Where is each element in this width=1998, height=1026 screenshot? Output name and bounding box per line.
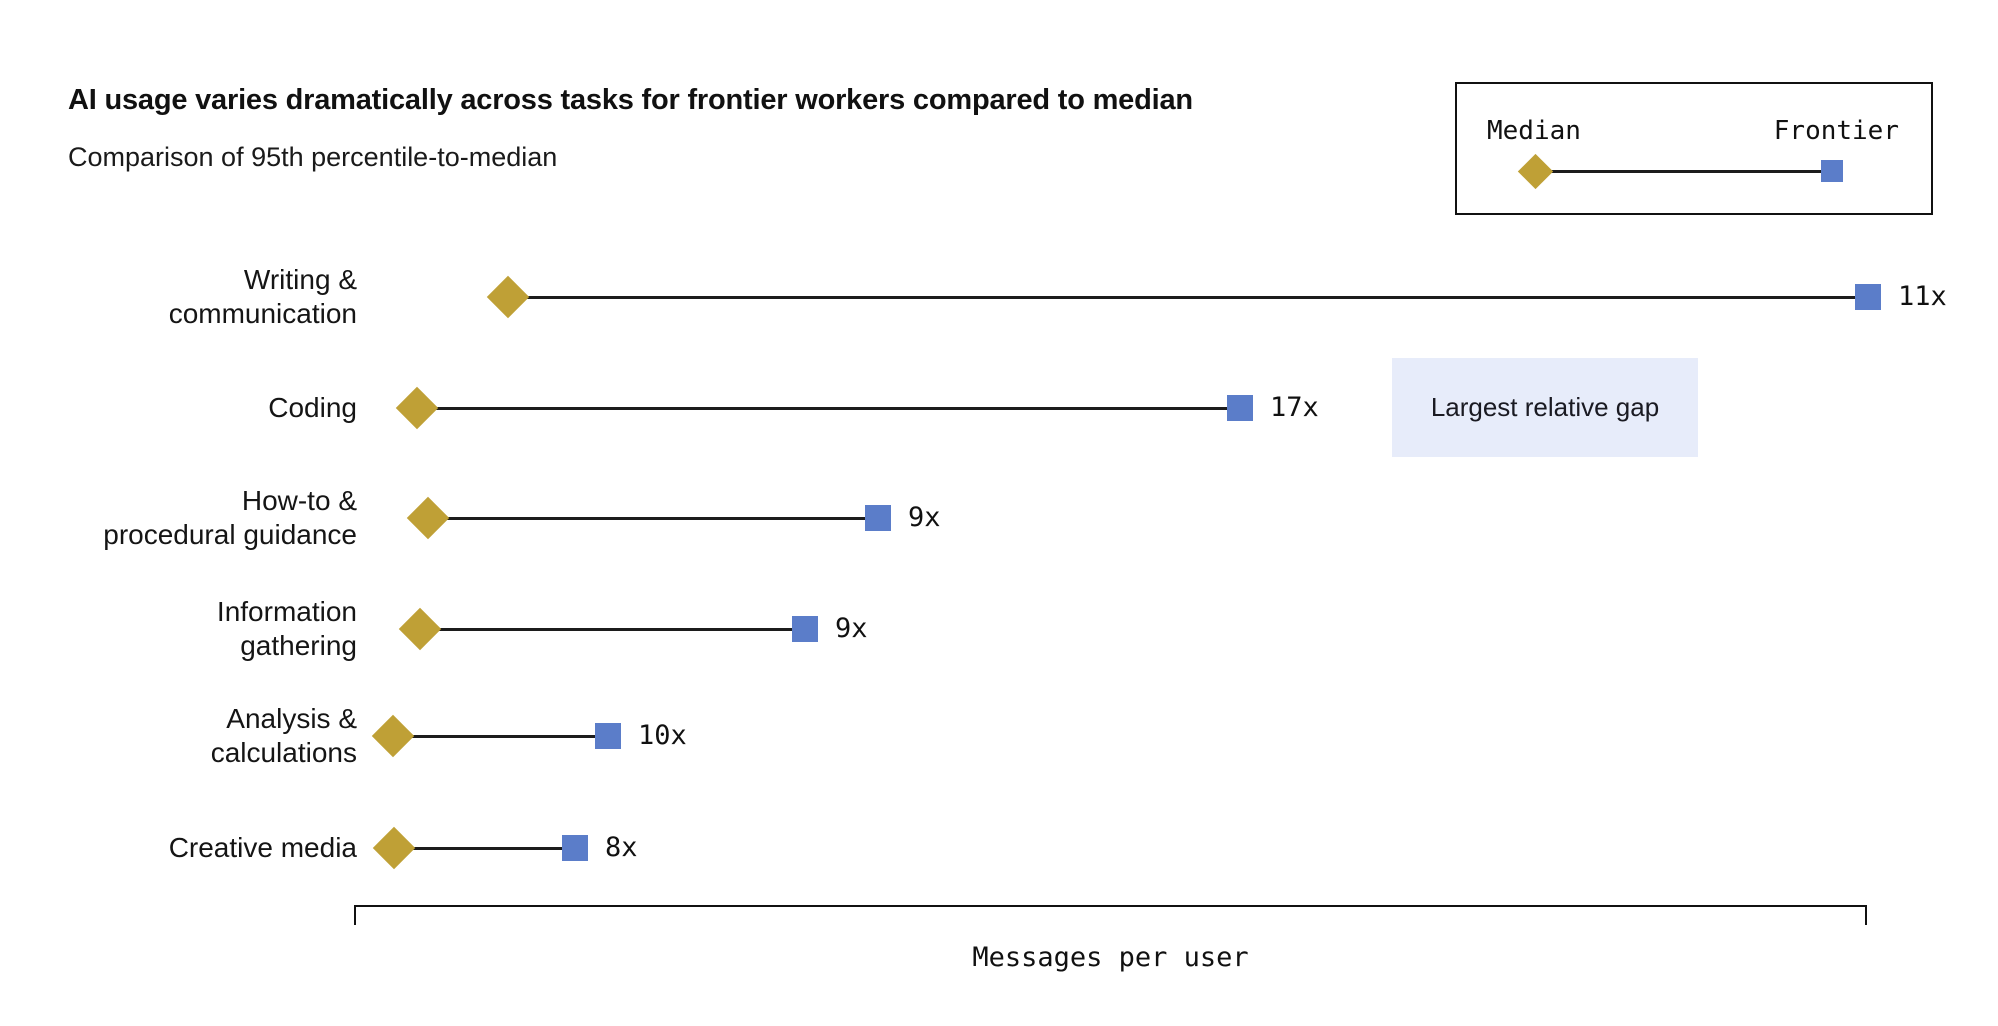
chart-subtitle: Comparison of 95th percentile-to-median: [68, 142, 558, 172]
category-label-line: calculations: [210, 737, 357, 768]
category-label-line: Information: [216, 596, 357, 627]
category-label: Information gathering: [0, 595, 357, 663]
legend-frontier-label: Frontier: [1773, 116, 1899, 146]
connector-line: [428, 517, 878, 520]
connector-line: [393, 735, 608, 738]
category-label-line: Coding: [268, 392, 357, 423]
median-marker-diamond-icon: [398, 607, 442, 651]
legend-frontier-square-icon: [1821, 160, 1843, 182]
category-label: Coding: [0, 391, 357, 425]
x-axis-label: Messages per user: [972, 942, 1249, 973]
annotation-largest-gap: Largest relative gap: [1392, 358, 1698, 457]
category-label-line: communication: [168, 298, 357, 329]
median-marker-diamond-icon: [372, 826, 416, 870]
frontier-marker-square-icon: [1227, 395, 1253, 421]
connector-line: [420, 628, 805, 631]
category-label-line: Analysis &: [226, 703, 357, 734]
frontier-marker-square-icon: [562, 835, 588, 861]
category-label-line: Writing &: [243, 264, 357, 295]
x-axis-bracket: [354, 905, 1867, 925]
category-label-line: Creative media: [168, 832, 357, 863]
frontier-marker-square-icon: [1855, 284, 1881, 310]
category-label: Creative media: [0, 831, 357, 865]
category-label: Writing & communication: [0, 263, 357, 331]
legend-connector-line: [1535, 170, 1832, 173]
category-label: How-to & procedural guidance: [0, 484, 357, 552]
chart-title: AI usage varies dramatically across task…: [68, 84, 1193, 116]
legend-box: Median Frontier: [1455, 82, 1933, 215]
connector-line: [508, 296, 1868, 299]
legend-median-diamond-icon: [1517, 153, 1554, 190]
median-marker-diamond-icon: [371, 714, 415, 758]
ratio-value-label: 9x: [908, 502, 941, 533]
legend-median-label: Median: [1487, 116, 1581, 146]
frontier-marker-square-icon: [865, 505, 891, 531]
category-label-line: How-to &: [241, 485, 357, 516]
frontier-marker-square-icon: [595, 723, 621, 749]
ratio-value-label: 10x: [638, 720, 687, 751]
ratio-value-label: 8x: [605, 832, 638, 863]
connector-line: [417, 407, 1240, 410]
category-label: Analysis & calculations: [0, 702, 357, 770]
category-label-line: procedural guidance: [103, 519, 357, 550]
median-marker-diamond-icon: [395, 386, 439, 430]
ratio-value-label: 9x: [835, 613, 868, 644]
connector-line: [394, 847, 575, 850]
median-marker-diamond-icon: [486, 275, 530, 319]
category-label-line: gathering: [240, 630, 357, 661]
median-marker-diamond-icon: [406, 496, 450, 540]
ratio-value-label: 17x: [1270, 392, 1319, 423]
ratio-value-label: 11x: [1898, 281, 1947, 312]
frontier-marker-square-icon: [792, 616, 818, 642]
